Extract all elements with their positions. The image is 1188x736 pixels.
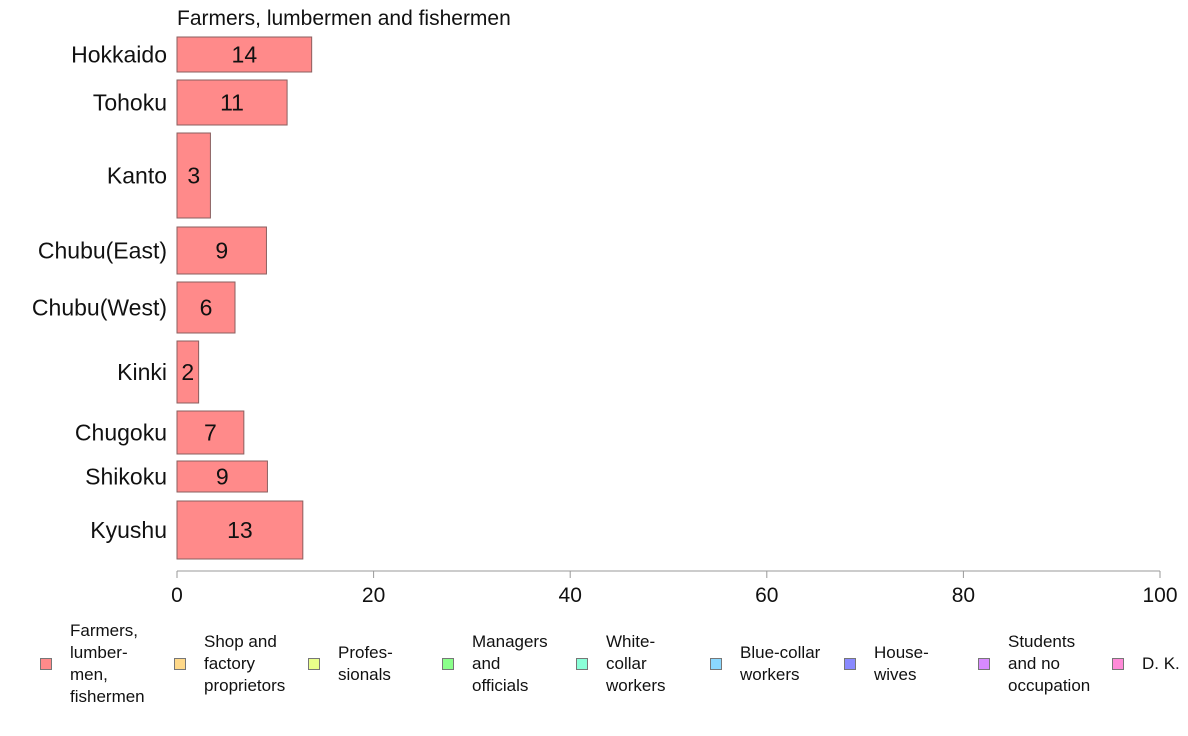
category-label: Kanto xyxy=(107,163,167,189)
category-label: Kinki xyxy=(117,359,167,385)
data-label: 9 xyxy=(216,464,229,490)
category-label: Tohoku xyxy=(93,90,167,116)
x-tick-label: 0 xyxy=(171,584,183,607)
legend-item: Profes- sionals xyxy=(308,620,393,708)
legend: Farmers, lumber- men, fishermen Shop and … xyxy=(0,620,1188,730)
legend-swatch xyxy=(308,658,320,670)
legend-item: Students and no occupation xyxy=(978,620,1090,708)
legend-item: Blue-collar workers xyxy=(710,620,820,708)
bar-chubu-east- xyxy=(176,226,267,275)
bar-kanto xyxy=(176,132,211,219)
data-label: 2 xyxy=(181,359,194,385)
bar-kinki xyxy=(176,340,200,404)
legend-label: House- wives xyxy=(874,643,929,684)
category-label: Chugoku xyxy=(75,420,167,446)
legend-item: Managers and officials xyxy=(442,620,548,708)
x-tick-label: 80 xyxy=(952,584,975,607)
data-label: 6 xyxy=(200,295,213,321)
legend-swatch xyxy=(844,658,856,670)
legend-label: Blue-collar workers xyxy=(740,643,821,684)
legend-swatch xyxy=(174,658,186,670)
legend-label: Managers and officials xyxy=(472,632,548,695)
legend-swatch xyxy=(576,658,588,670)
category-label: Chubu(East) xyxy=(38,238,167,264)
bar-chart: Hokkaido 14 Tohoku 11 Kanto 3 Chubu(East) 9 Chub… xyxy=(32,36,1178,607)
legend-item: Farmers, lumber- men, fishermen xyxy=(40,620,145,708)
legend-label: Farmers, lumber- men, fishermen xyxy=(70,621,145,706)
legend-label: Shop and factory proprietors xyxy=(204,632,286,695)
legend-item: Shop and factory proprietors xyxy=(174,620,285,708)
legend-swatch xyxy=(442,658,454,670)
x-tick-label: 20 xyxy=(362,584,385,607)
bar-tohoku xyxy=(176,79,288,126)
legend-item: White- collar workers xyxy=(576,620,666,708)
category-label: Kyushu xyxy=(90,517,167,543)
category-label: Shikoku xyxy=(85,464,167,490)
x-tick-label: 100 xyxy=(1142,584,1177,607)
legend-swatch xyxy=(978,658,990,670)
x-tick-label: 60 xyxy=(755,584,778,607)
legend-label: Students and no occupation xyxy=(1008,632,1091,695)
bar-hokkaido xyxy=(176,36,313,73)
data-label: 11 xyxy=(220,90,244,116)
chart-title: Farmers, lumbermen and fishermen xyxy=(177,7,511,30)
category-label: Chubu(West) xyxy=(32,295,167,321)
data-label: 3 xyxy=(187,163,200,189)
legend-swatch xyxy=(40,658,52,670)
legend-swatch xyxy=(710,658,722,670)
data-label: 14 xyxy=(232,42,258,68)
legend-label: Profes- sionals xyxy=(338,643,393,684)
legend-label: White- collar workers xyxy=(606,632,666,695)
bar-kyushu xyxy=(176,500,304,560)
data-label: 13 xyxy=(227,517,253,543)
category-label: Hokkaido xyxy=(71,42,167,68)
data-label: 7 xyxy=(204,420,217,446)
legend-item: D. K. xyxy=(1112,620,1180,708)
bar-chubu-west- xyxy=(176,281,236,334)
bar-shikoku xyxy=(176,460,268,493)
bar-chugoku xyxy=(176,410,245,455)
x-tick-label: 40 xyxy=(559,584,582,607)
data-label: 9 xyxy=(215,238,228,264)
legend-label: D. K. xyxy=(1142,654,1180,673)
legend-swatch xyxy=(1112,658,1124,670)
legend-item: House- wives xyxy=(844,620,929,708)
